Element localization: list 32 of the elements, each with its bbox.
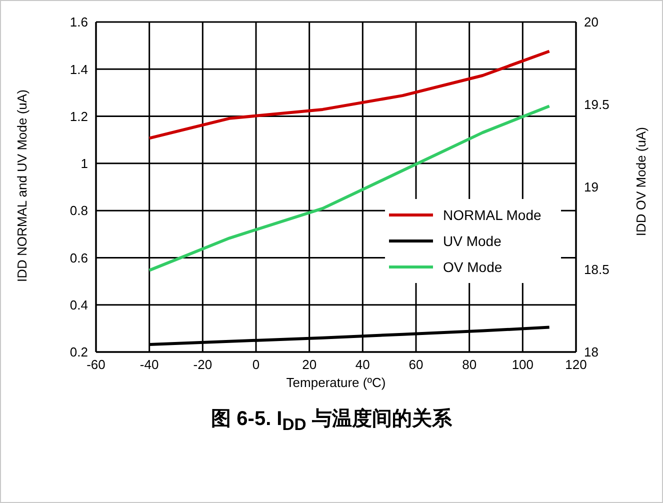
y-axis-title: IDD NORMAL and UV Mode (uA) xyxy=(14,90,30,282)
legend-label: NORMAL Mode xyxy=(443,207,542,223)
y2-tick-label: 20 xyxy=(584,14,598,30)
x-tick-label: 40 xyxy=(355,357,370,372)
y2-tick-label: 18 xyxy=(584,344,598,360)
y-tick-label: 1.6 xyxy=(70,14,88,30)
x-axis-title: Temperature (ºC) xyxy=(286,375,386,390)
y2-tick-label: 19.5 xyxy=(584,97,610,112)
line-series xyxy=(148,104,551,272)
y-tick-label: 0.8 xyxy=(70,203,88,218)
x-tick-label: -20 xyxy=(193,357,212,372)
legend-label: OV Mode xyxy=(443,259,502,275)
y-tick-label: 1.4 xyxy=(70,62,88,77)
x-tick-label: -40 xyxy=(140,357,159,372)
y-tick-label: 0.2 xyxy=(70,344,88,360)
y2-tick-label: 19 xyxy=(584,180,598,195)
y-tick-label: 1.2 xyxy=(70,108,88,124)
x-tick-label: 20 xyxy=(302,357,317,372)
x-tick-label: 60 xyxy=(408,357,424,372)
legend-label: UV Mode xyxy=(443,233,502,249)
x-tick-label: 120 xyxy=(565,357,587,372)
line-series xyxy=(148,50,551,140)
y-tick-label: 1 xyxy=(80,156,88,172)
x-tick-label: 100 xyxy=(512,357,534,372)
y2-axis-title: IDD OV Mode (uA) xyxy=(634,127,649,236)
y2-tick-label: 18.5 xyxy=(584,262,610,278)
text: 图 6-5. I$_{DD}$ 与温度间的关系 xyxy=(210,406,453,435)
y-tick-label: 0.4 xyxy=(70,297,88,312)
x-tick-label: -60 xyxy=(86,357,106,372)
x-tick-label: 80 xyxy=(462,357,477,372)
y-tick-label: 0.6 xyxy=(70,250,88,266)
x-tick-label: 0 xyxy=(252,357,260,372)
